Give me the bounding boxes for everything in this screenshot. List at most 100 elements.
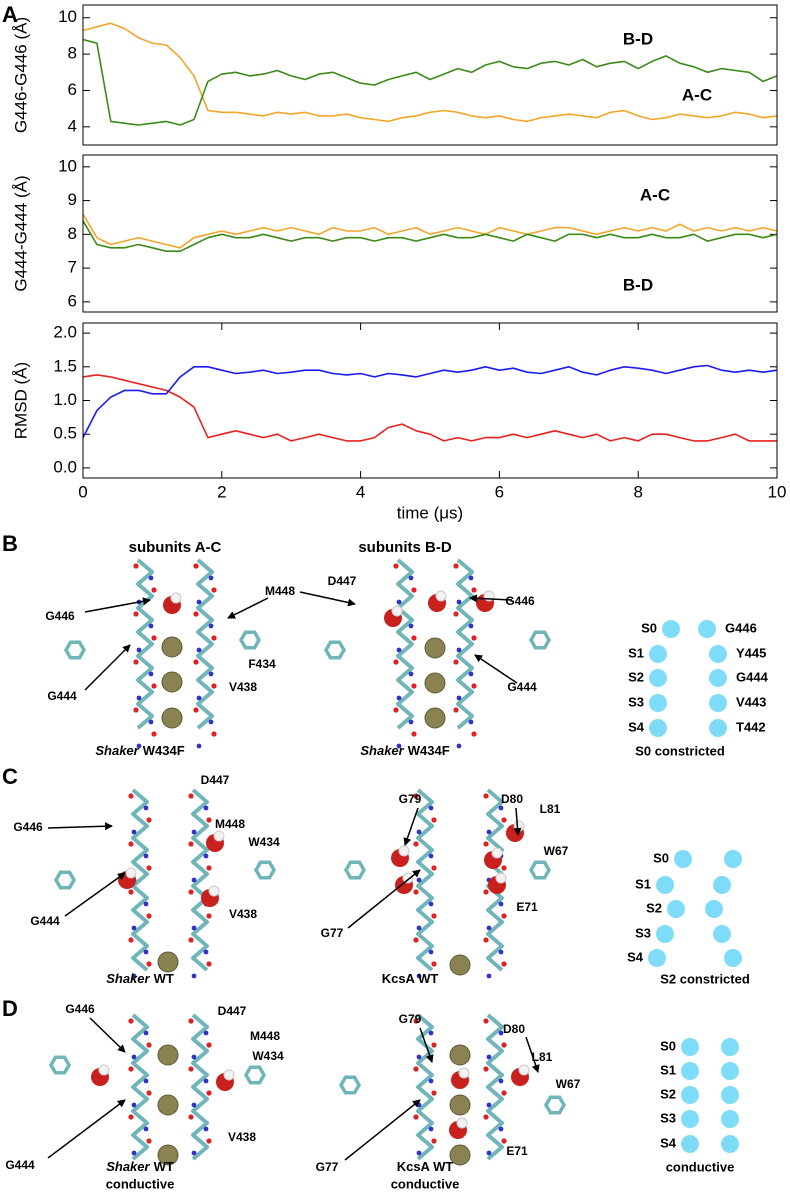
site-label: S4 bbox=[628, 719, 645, 734]
water-h bbox=[98, 1064, 110, 1076]
oxygen bbox=[188, 1066, 194, 1072]
oxygen bbox=[193, 563, 199, 569]
site-label: S0 bbox=[660, 1038, 676, 1053]
ion bbox=[157, 1094, 179, 1116]
arrow bbox=[227, 597, 269, 619]
oxygen bbox=[206, 961, 212, 967]
site-dot bbox=[681, 1086, 699, 1104]
nitrogen bbox=[486, 829, 492, 835]
arrow bbox=[89, 1017, 126, 1053]
y-tick-label: 9 bbox=[68, 190, 77, 209]
arrow bbox=[419, 1027, 434, 1063]
oxygen bbox=[483, 937, 489, 943]
nitrogen bbox=[131, 1102, 137, 1108]
nitrogen bbox=[486, 1102, 492, 1108]
caption-text: W434F bbox=[143, 743, 185, 758]
panel-label: C bbox=[2, 764, 18, 789]
site-label: S0 bbox=[653, 850, 669, 865]
site-label: S1 bbox=[660, 1062, 676, 1077]
nitrogen bbox=[428, 1030, 434, 1036]
nitrogen bbox=[143, 853, 149, 859]
nitrogen bbox=[208, 671, 214, 677]
nitrogen bbox=[131, 1150, 137, 1156]
y-tick-label: 8 bbox=[68, 44, 77, 63]
nitrogen bbox=[191, 829, 197, 835]
oxygen bbox=[146, 913, 152, 919]
backbone bbox=[191, 788, 209, 972]
oxygen bbox=[211, 587, 217, 593]
oxygen bbox=[188, 841, 194, 847]
residue-label: G446 bbox=[505, 594, 535, 608]
nitrogen bbox=[203, 853, 209, 859]
oxygen bbox=[501, 961, 507, 967]
side-ring bbox=[528, 630, 552, 650]
backbone bbox=[131, 1013, 149, 1161]
side-ring bbox=[238, 630, 262, 650]
oxygen bbox=[206, 1042, 212, 1048]
site-label: S1 bbox=[635, 876, 651, 891]
nitrogen bbox=[208, 623, 214, 629]
nitrogen bbox=[428, 853, 434, 859]
side-ring bbox=[338, 1075, 362, 1095]
arrow bbox=[47, 822, 113, 831]
site-label: S4 bbox=[627, 949, 644, 964]
image-caption: KcsA WT bbox=[382, 971, 439, 986]
oxygen bbox=[411, 587, 417, 593]
site-residue: Y445 bbox=[736, 645, 766, 660]
nitrogen bbox=[191, 1054, 197, 1060]
oxygen bbox=[211, 683, 217, 689]
oxygen bbox=[146, 817, 152, 823]
water-h bbox=[208, 885, 220, 897]
backbone bbox=[416, 1013, 434, 1161]
oxygen bbox=[453, 611, 459, 617]
oxygen bbox=[188, 793, 194, 799]
oxygen bbox=[483, 841, 489, 847]
y-tick-label: 7 bbox=[68, 258, 77, 277]
site-dot bbox=[681, 1038, 699, 1056]
nitrogen bbox=[143, 805, 149, 811]
side-ring bbox=[323, 640, 347, 660]
side-ring bbox=[48, 1055, 72, 1075]
y-tick-label: 10 bbox=[58, 156, 77, 175]
oxygen bbox=[501, 1138, 507, 1144]
site-dot bbox=[721, 1038, 739, 1056]
nitrogen bbox=[203, 805, 209, 811]
site-dot bbox=[662, 620, 680, 638]
arrow bbox=[47, 1099, 126, 1159]
oxygen bbox=[483, 1018, 489, 1024]
nitrogen bbox=[396, 695, 402, 701]
y-tick-label: 2.0 bbox=[53, 323, 77, 342]
oxygen bbox=[411, 731, 417, 737]
nitrogen bbox=[191, 1150, 197, 1156]
nitrogen bbox=[498, 805, 504, 811]
oxygen bbox=[501, 913, 507, 919]
side-ring bbox=[253, 860, 277, 880]
nitrogen bbox=[191, 925, 197, 931]
nitrogen bbox=[468, 575, 474, 581]
site-dot bbox=[721, 1086, 739, 1104]
nitrogen bbox=[196, 695, 202, 701]
oxygen bbox=[193, 659, 199, 665]
image-caption: Shaker WT bbox=[106, 971, 174, 986]
site-dot bbox=[649, 669, 667, 687]
series-label: B-D bbox=[623, 275, 653, 294]
nitrogen bbox=[143, 949, 149, 955]
site-label: S2 bbox=[660, 1086, 676, 1101]
oxygen bbox=[133, 611, 139, 617]
ion bbox=[449, 1094, 471, 1116]
oxygen bbox=[151, 683, 157, 689]
oxygen bbox=[128, 889, 134, 895]
y-axis-label: G444-G444 (Å) bbox=[11, 175, 30, 291]
oxygen bbox=[151, 731, 157, 737]
caption-text: KcsA WT bbox=[382, 971, 439, 986]
residue-label: V438 bbox=[229, 907, 257, 921]
ion bbox=[157, 1144, 179, 1166]
ion bbox=[157, 1044, 179, 1066]
nitrogen bbox=[498, 901, 504, 907]
site-dot bbox=[649, 719, 667, 737]
residue-label: W67 bbox=[556, 1077, 581, 1091]
oxygen bbox=[188, 937, 194, 943]
x-axis-label: time (μs) bbox=[397, 503, 463, 522]
residue-label: F434 bbox=[248, 657, 276, 671]
nitrogen bbox=[131, 973, 137, 979]
